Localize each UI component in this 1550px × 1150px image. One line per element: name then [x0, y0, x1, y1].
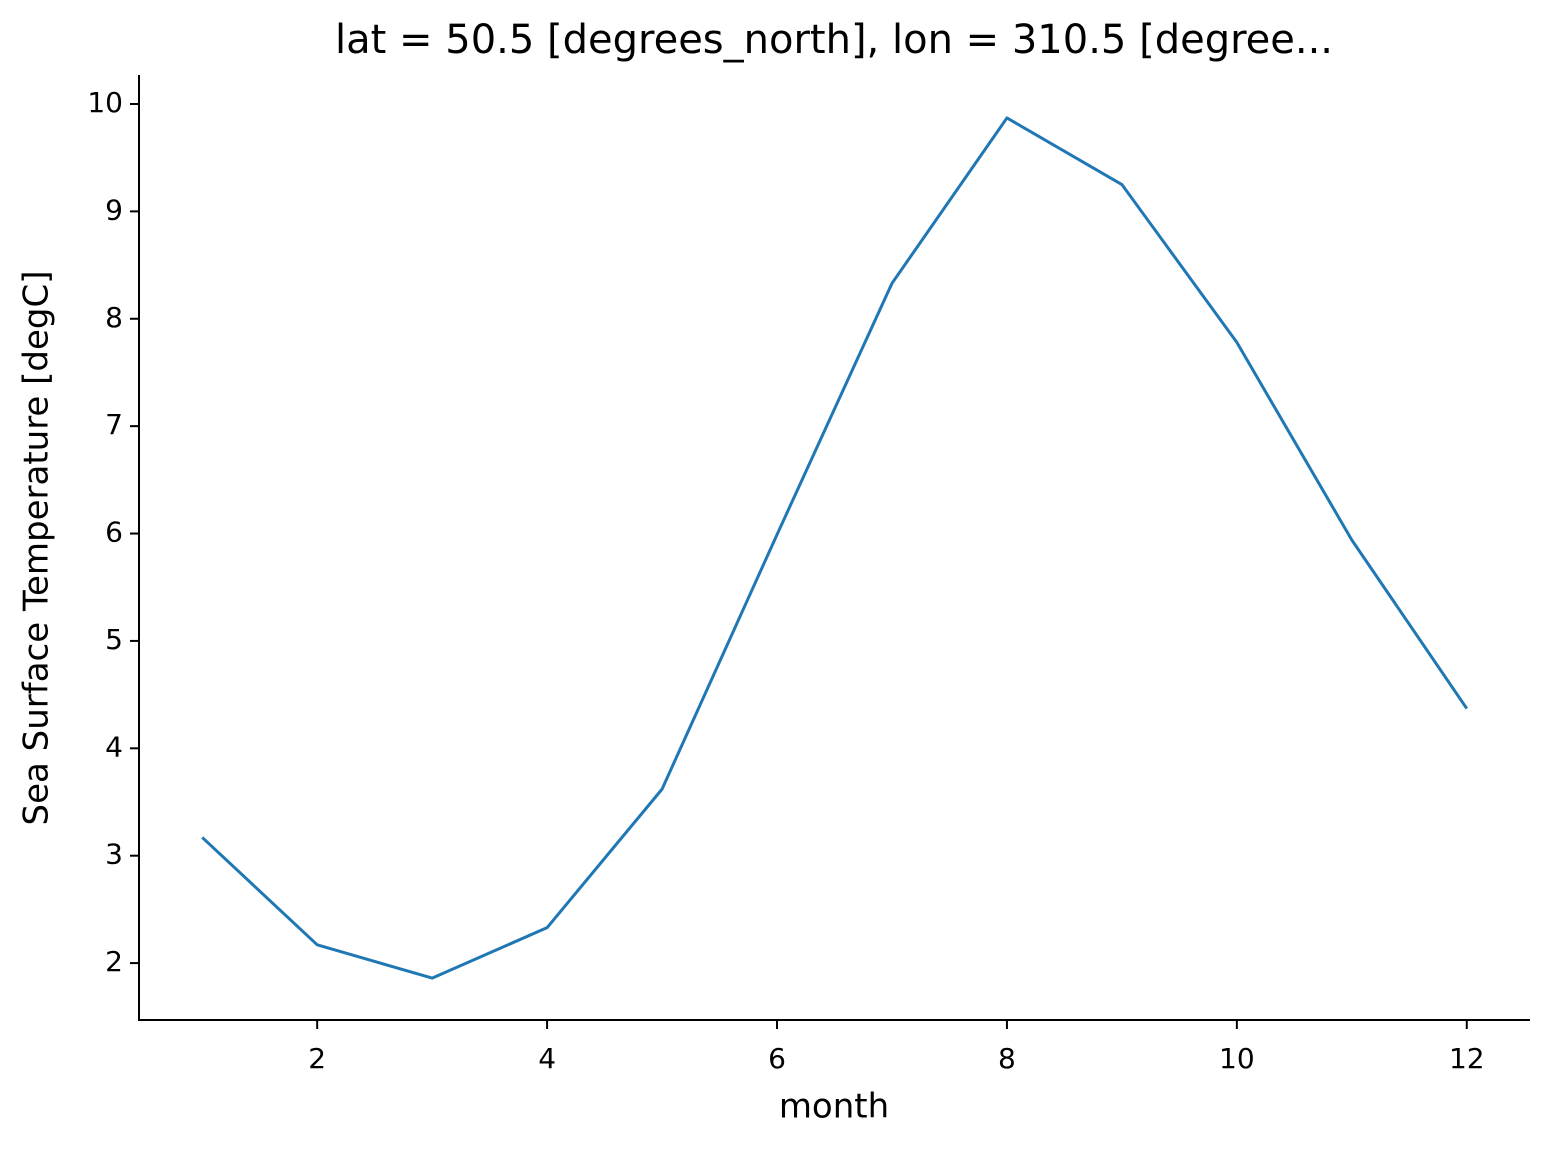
y-tick-label: 9: [105, 193, 123, 226]
y-tick-label: 10: [87, 86, 123, 119]
y-tick-label: 2: [105, 945, 123, 978]
x-tick-label: 8: [998, 1042, 1016, 1075]
y-tick-label: 4: [105, 730, 123, 763]
y-tick-label: 7: [105, 408, 123, 441]
series-line: [201, 116, 1469, 980]
chart-title: lat = 50.5 [degrees_north], lon = 310.5 …: [335, 17, 1333, 63]
y-tick-label: 5: [105, 623, 123, 656]
x-tick-label: 6: [768, 1042, 786, 1075]
x-tick-label: 12: [1449, 1042, 1485, 1075]
x-tick-label: 2: [308, 1042, 326, 1075]
x-axis-label: month: [779, 1087, 889, 1127]
x-tick-label: 4: [538, 1042, 556, 1075]
x-tick-label: 10: [1219, 1042, 1255, 1075]
y-tick-label: 8: [105, 301, 123, 334]
y-axis-label: Sea Surface Temperature [degC]: [17, 270, 57, 825]
y-tick-label: 6: [105, 516, 123, 549]
y-tick-label: 3: [105, 838, 123, 871]
